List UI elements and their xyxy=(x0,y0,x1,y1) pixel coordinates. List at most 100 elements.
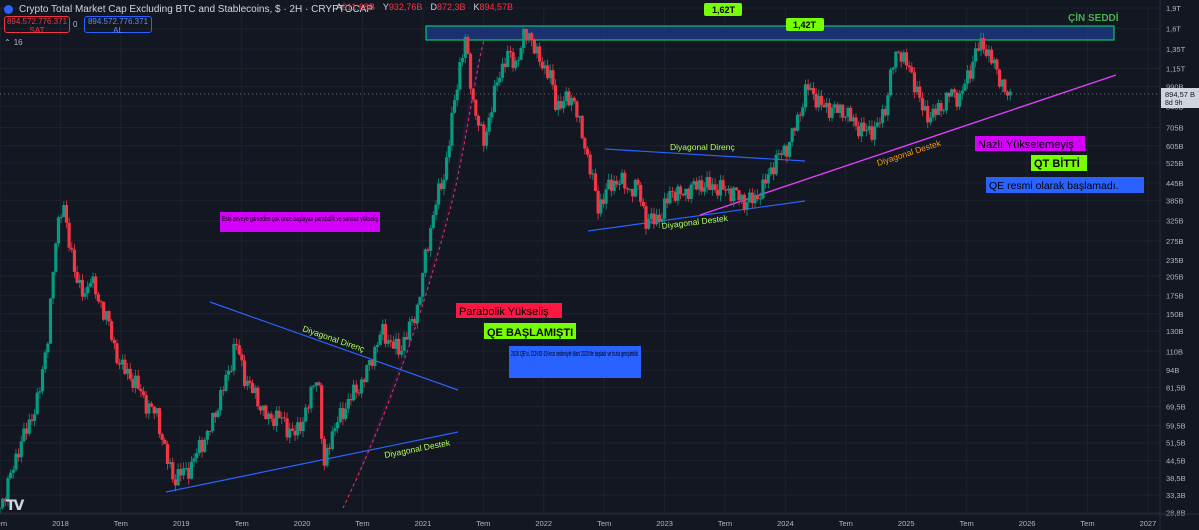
candle-body xyxy=(343,408,348,420)
candle-body xyxy=(256,387,260,407)
diagonal-support-line-3 xyxy=(699,74,1117,216)
y-tick-label: 990B xyxy=(1166,83,1184,92)
candle-body xyxy=(543,65,547,69)
candle-body xyxy=(463,36,467,59)
candle-body xyxy=(200,439,204,452)
candle-body xyxy=(697,180,701,190)
candle-body xyxy=(213,412,217,417)
volume-indicator[interactable]: ⌃ 16 xyxy=(4,38,23,47)
candle-body xyxy=(604,189,608,204)
candle-body xyxy=(181,468,186,476)
spread-value: 0 xyxy=(73,20,78,29)
time-axis[interactable]: Tem 2018 Tem 2019 Tem 2020 Tem 2021 Tem 2022 Tem 20… xyxy=(0,513,1199,528)
candle-body xyxy=(349,398,353,401)
candle-body xyxy=(495,82,499,86)
candle-body xyxy=(867,126,871,131)
y-tick-label: 275B xyxy=(1166,237,1184,246)
ohlc-high: 932,76B xyxy=(388,2,423,12)
candle-body xyxy=(173,479,178,486)
candle-body xyxy=(19,441,23,458)
candle-body xyxy=(798,114,802,116)
ohlc-close-key: K xyxy=(473,2,480,12)
candle-body xyxy=(546,65,550,79)
qt-bitti-box xyxy=(1031,155,1087,171)
candle-body xyxy=(261,405,265,411)
diagonal-support-line-1 xyxy=(165,431,459,493)
candle-body xyxy=(397,338,401,355)
candle-body xyxy=(732,187,736,202)
candle-body xyxy=(997,69,1002,87)
candle-body xyxy=(43,352,47,370)
candle-body xyxy=(375,344,380,347)
candle-body xyxy=(293,430,297,436)
x-tick-label: 2022 xyxy=(535,519,552,528)
candle-body xyxy=(107,311,111,322)
candle-body xyxy=(583,138,587,149)
candle-body xyxy=(476,115,481,126)
candle-body xyxy=(819,95,824,105)
candle-body xyxy=(532,40,536,54)
candle-body xyxy=(891,67,895,70)
y-tick-label: 94B xyxy=(1166,366,1179,375)
x-tick-label: 2021 xyxy=(415,519,432,528)
ohlc-close: 894,57B xyxy=(479,2,514,12)
candle-body xyxy=(955,92,959,107)
candle-body xyxy=(258,406,263,411)
candle-body xyxy=(530,33,534,41)
buy-button[interactable]: 894.572.776.371 AL xyxy=(84,16,152,35)
candle-body xyxy=(211,412,215,431)
candle-body xyxy=(904,52,909,66)
candle-body xyxy=(934,108,938,115)
candle-body xyxy=(399,350,404,355)
candle-body xyxy=(506,50,510,68)
candle-body xyxy=(86,286,90,294)
candle-body xyxy=(833,104,837,108)
candle-body xyxy=(482,124,486,146)
qe-resmi-box xyxy=(986,177,1144,193)
cin-seddi-zone xyxy=(425,25,1115,41)
candle-body xyxy=(822,104,826,108)
candle-body xyxy=(38,391,42,393)
candle-body xyxy=(931,108,935,118)
candle-body xyxy=(362,379,366,383)
candle-body xyxy=(59,217,63,219)
candle-body xyxy=(503,63,507,68)
candle-body xyxy=(354,384,358,393)
chart-title[interactable]: Crypto Total Market Cap Excluding BTC an… xyxy=(19,3,374,15)
sell-label: SAT xyxy=(29,26,45,35)
candle-body xyxy=(785,145,789,157)
sell-button[interactable]: 894.572.776.371 SAT xyxy=(4,16,70,35)
candle-body xyxy=(301,421,305,432)
candle-body xyxy=(888,69,893,96)
candle-body xyxy=(131,378,135,388)
y-tick-label: 325B xyxy=(1166,217,1184,226)
price-axis[interactable]: 1,9T1,6T1,35T1,15T990B840B705B605B525B44… xyxy=(1159,0,1186,530)
candle-body xyxy=(115,343,119,364)
candle-body xyxy=(118,363,122,365)
candle-body xyxy=(601,199,606,204)
candle-body xyxy=(367,360,372,366)
candle-body xyxy=(133,375,138,388)
candle-body xyxy=(282,417,287,419)
candle-body xyxy=(944,92,948,111)
candle-body xyxy=(373,346,377,366)
candle-body xyxy=(878,122,882,124)
candle-body xyxy=(394,338,398,349)
candle-body xyxy=(617,183,621,185)
qe-basladi-label: QE BAŞLAMIŞTI xyxy=(487,327,573,339)
candle-body xyxy=(591,173,595,175)
candle-body xyxy=(516,59,520,61)
candle-body xyxy=(612,180,616,191)
candle-body xyxy=(678,186,683,194)
candle-body xyxy=(524,29,528,41)
candle-body xyxy=(490,112,494,118)
candle-body xyxy=(1005,91,1010,96)
candle-body xyxy=(418,296,422,305)
candle-body xyxy=(572,97,576,102)
candle-body xyxy=(330,431,334,449)
candle-body xyxy=(899,52,903,62)
x-tick-label: Tem xyxy=(355,519,369,528)
candle-body xyxy=(272,418,276,427)
buy-price: 894.572.776.371 xyxy=(87,17,149,26)
